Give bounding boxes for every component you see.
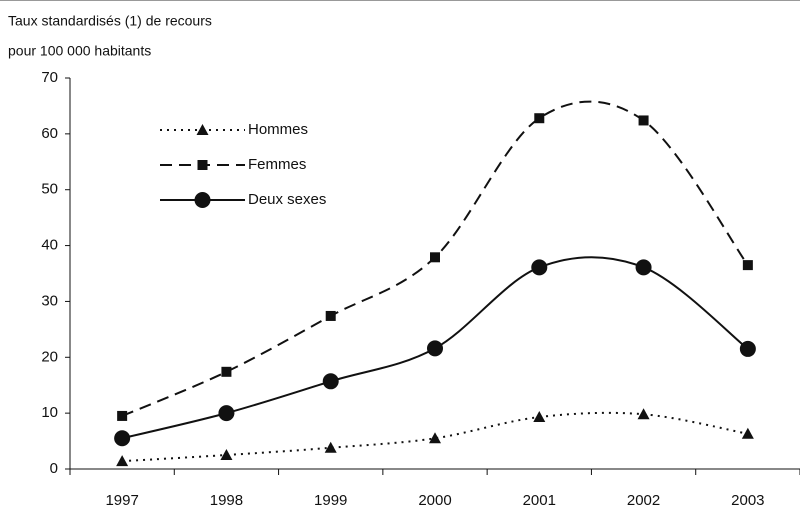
marker-circle (635, 259, 652, 276)
marker-triangle (116, 455, 129, 467)
legend-label: Deux sexes (248, 191, 326, 208)
y-tick-label: 30 (41, 292, 58, 309)
x-tick-label: 2001 (523, 492, 556, 509)
marker-triangle (533, 411, 546, 423)
y-tick-label: 60 (41, 125, 58, 142)
marker-circle (114, 430, 131, 447)
y-tick-label: 20 (41, 348, 58, 365)
marker-square (638, 115, 649, 126)
marker-triangle (637, 408, 650, 420)
marker-square (742, 260, 753, 271)
x-tick-label: 1998 (210, 492, 243, 509)
x-tick-label: 2002 (627, 492, 660, 509)
y-tick-label: 70 (41, 69, 58, 86)
y-tick-label: 0 (50, 460, 58, 477)
marker-square (534, 113, 545, 124)
marker-square (430, 252, 440, 263)
x-tick-label: 2000 (418, 492, 451, 509)
legend-label: Femmes (248, 156, 306, 173)
marker-square (117, 410, 128, 421)
x-tick-label: 2003 (731, 492, 764, 509)
y-tick-label: 40 (41, 237, 58, 254)
y-tick-label: 50 (41, 181, 58, 198)
legend-label: Hommes (248, 121, 308, 138)
marker-circle (427, 340, 443, 357)
x-tick-label: 1999 (314, 492, 347, 509)
y-axis-label: Taux standardisés (1) de recours (8, 13, 212, 29)
marker-square (325, 310, 336, 321)
marker-circle (194, 192, 211, 208)
y-axis-label: pour 100 000 habitants (8, 43, 151, 59)
marker-triangle (741, 427, 754, 439)
marker-triangle (324, 441, 337, 453)
marker-circle (531, 259, 548, 276)
y-tick-label: 10 (41, 404, 58, 421)
marker-circle (218, 405, 235, 422)
marker-square (221, 366, 232, 377)
marker-triangle (429, 432, 441, 444)
marker-circle (322, 373, 339, 390)
marker-circle (739, 340, 756, 357)
marker-triangle (220, 449, 233, 461)
marker-triangle (196, 124, 209, 135)
marker-square (197, 160, 208, 170)
x-tick-label: 1997 (105, 492, 138, 509)
